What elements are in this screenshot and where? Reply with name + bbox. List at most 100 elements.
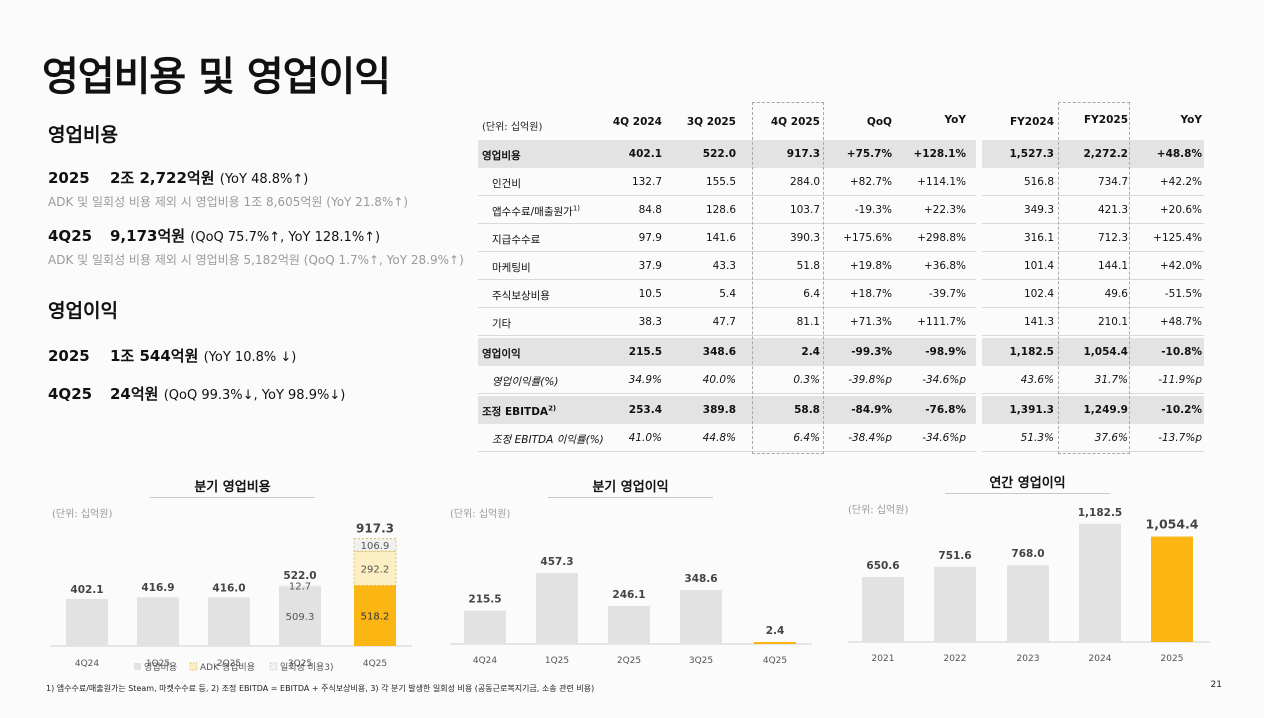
table-cell: -34.6%p (922, 374, 966, 386)
opex-legend-swatch (189, 662, 198, 671)
financial-table: (단위: 십억원) 4Q 2024 3Q 2025 4Q 2025 QoQ YoY FY2… (478, 102, 1208, 456)
table-cell: 37.6% (1094, 432, 1128, 444)
op-2025-year: 2025 (48, 347, 90, 365)
table-row-label-text: 조정 EBITDA 이익률(%) (492, 434, 604, 446)
table-row-label-text: 앱수수료/매출원가 (492, 206, 573, 218)
table-cell: 51.8 (796, 260, 820, 272)
annual-bar-label: 1,054.4 (1146, 517, 1199, 532)
chart-annual-title: 연간 영업이익 (989, 476, 1066, 491)
chart-annual-unit: (단위: 십억원) (848, 505, 909, 516)
annual-bar-label: 768.0 (1011, 548, 1044, 560)
table-cell: 6.4% (793, 432, 820, 444)
opex-total-label: 416.9 (141, 582, 174, 594)
annual-bar (934, 566, 976, 642)
annual-bar (1151, 536, 1193, 642)
op-2025-yoy: (YoY 10.8% ↓) (203, 350, 297, 365)
table-cell: 132.7 (631, 176, 662, 188)
table-cell: +75.7% (846, 148, 892, 160)
table-cell: -76.8% (925, 404, 966, 416)
table-row-separator (478, 335, 976, 336)
table-cell: -98.9% (925, 346, 966, 358)
table-cell: +19.8% (849, 260, 892, 272)
table-cell: 34.9% (628, 374, 662, 386)
table-row-label: 영업비용 (482, 148, 521, 163)
table-row-separator (478, 279, 976, 280)
op-bar (680, 589, 722, 644)
table-cell: 47.7 (712, 316, 736, 328)
table-cell: +82.7% (849, 176, 892, 188)
opex-2025-note: ADK 및 일회성 비용 제외 시 영업비용 1조 8,605억원 (YoY 2… (48, 195, 409, 209)
table-cell: 44.8% (702, 432, 736, 444)
table-header-7: YoY (1180, 114, 1202, 126)
opex-total-label: 416.0 (212, 582, 245, 594)
table-cell: +114.1% (917, 176, 966, 188)
op-heading: 영업이익 (48, 300, 118, 322)
opex-legend-label: ADK 영업비용 (200, 662, 255, 673)
op-4q-line: 4Q25 24억원 (QoQ 99.3%↓, YoY 98.9%↓) (48, 383, 345, 404)
table-cell: 712.3 (1097, 232, 1128, 244)
table-header-4: YoY (944, 114, 966, 126)
table-row-separator (478, 251, 976, 252)
table-cell: 103.7 (789, 204, 820, 216)
table-row-label-text: 인건비 (492, 178, 521, 190)
table-cell: 155.5 (705, 176, 736, 188)
table-cell: +48.7% (1159, 316, 1202, 328)
table-row-label-footnote: 2) (548, 404, 557, 413)
table-row-separator (982, 307, 1204, 308)
table-cell: 97.9 (638, 232, 662, 244)
highlight-column-4q2025 (752, 102, 824, 454)
table-cell: 421.3 (1097, 204, 1128, 216)
opex-segment-label: 509.3 (286, 612, 315, 623)
annual-category-label: 2022 (944, 654, 967, 664)
opex-category-label: 4Q25 (363, 659, 387, 669)
opex-2025-yoy: (YoY 48.8%↑) (219, 172, 309, 187)
table-cell: -11.9%p (1158, 374, 1202, 386)
table-cell: 284.0 (789, 176, 820, 188)
table-header-5: FY2024 (1010, 116, 1054, 128)
table-cell: +111.7% (917, 316, 966, 328)
annual-category-label: 2023 (1017, 654, 1040, 664)
annual-bar-label: 650.6 (866, 560, 899, 572)
op-4q-period: 4Q25 (48, 385, 93, 403)
annual-bar (1079, 523, 1121, 642)
chart-opex-title: 분기 영업비용 (194, 480, 271, 495)
annual-category-label: 2025 (1161, 654, 1184, 664)
opex-bar-oneoff (279, 584, 321, 587)
table-cell: -13.7%p (1158, 432, 1202, 444)
table-cell: 128.6 (705, 204, 736, 216)
table-row-highlight (478, 396, 976, 424)
table-cell: -19.3% (854, 204, 892, 216)
table-header-3: QoQ (866, 116, 892, 128)
table-cell: 2.4 (801, 346, 820, 358)
table-cell: +42.0% (1159, 260, 1202, 272)
op-bar-label: 215.5 (468, 594, 501, 606)
table-row-separator (478, 451, 976, 452)
annual-category-label: 2024 (1089, 654, 1112, 664)
table-cell: +20.6% (1159, 204, 1202, 216)
table-cell: -10.8% (1161, 346, 1202, 358)
table-row-highlight (982, 338, 1204, 366)
table-cell: 5.4 (719, 288, 736, 300)
table-row-label: 조정 EBITDA 이익률(%) (492, 432, 604, 447)
table-row-label: 앱수수료/매출원가1) (492, 204, 580, 219)
table-cell: 101.4 (1023, 260, 1054, 272)
table-cell: 102.4 (1023, 288, 1054, 300)
annual-bar (862, 576, 904, 642)
table-row-label-text: 기타 (492, 318, 512, 330)
table-cell: +125.4% (1153, 232, 1202, 244)
table-cell: 10.5 (638, 288, 662, 300)
op-bar (608, 605, 650, 644)
opex-segment-label: 518.2 (361, 612, 390, 623)
table-cell: 84.8 (638, 204, 662, 216)
table-cell: +175.6% (843, 232, 892, 244)
table-header-0: 4Q 2024 (612, 116, 662, 128)
opex-4q-value: 9,173억원 (110, 227, 186, 245)
table-cell: 58.8 (794, 404, 820, 416)
page-title: 영업비용 및 영업이익 (42, 54, 391, 100)
opex-category-label: 1Q25 (146, 659, 170, 669)
table-cell: 40.0% (702, 374, 736, 386)
table-cell: 210.1 (1097, 316, 1128, 328)
chart-annual-title-underline (945, 493, 1110, 494)
table-cell: 81.1 (796, 316, 820, 328)
opex-legend-label: 영업비용 (144, 662, 177, 673)
